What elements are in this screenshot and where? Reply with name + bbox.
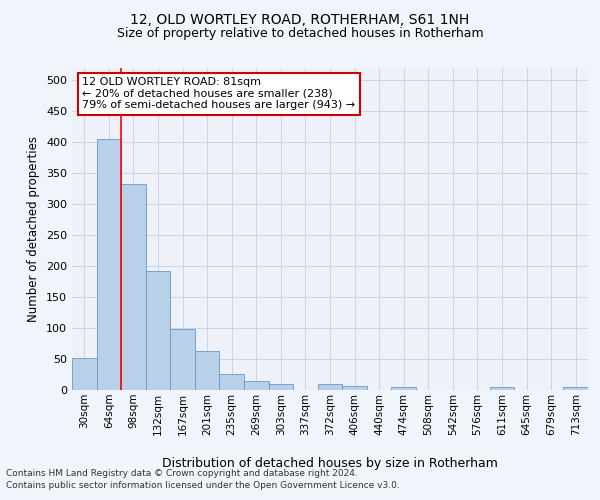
Bar [195,351,220,390]
Bar [490,387,514,390]
Text: Distribution of detached houses by size in Rotherham: Distribution of detached houses by size … [162,458,498,470]
Bar [563,387,588,390]
Text: Size of property relative to detached houses in Rotherham: Size of property relative to detached ho… [116,28,484,40]
Bar [342,386,367,390]
Text: 12, OLD WORTLEY ROAD, ROTHERHAM, S61 1NH: 12, OLD WORTLEY ROAD, ROTHERHAM, S61 1NH [130,12,470,26]
Bar [146,271,170,390]
Bar [170,328,195,390]
Bar [269,384,293,390]
Bar [318,384,342,390]
Bar [391,387,416,390]
Y-axis label: Number of detached properties: Number of detached properties [28,136,40,322]
Bar [97,139,121,390]
Bar [72,358,97,390]
Bar [220,374,244,390]
Bar [244,382,269,390]
Text: 12 OLD WORTLEY ROAD: 81sqm
← 20% of detached houses are smaller (238)
79% of sem: 12 OLD WORTLEY ROAD: 81sqm ← 20% of deta… [82,77,355,110]
Bar [121,184,146,390]
Text: Contains HM Land Registry data © Crown copyright and database right 2024.: Contains HM Land Registry data © Crown c… [6,468,358,477]
Text: Contains public sector information licensed under the Open Government Licence v3: Contains public sector information licen… [6,481,400,490]
